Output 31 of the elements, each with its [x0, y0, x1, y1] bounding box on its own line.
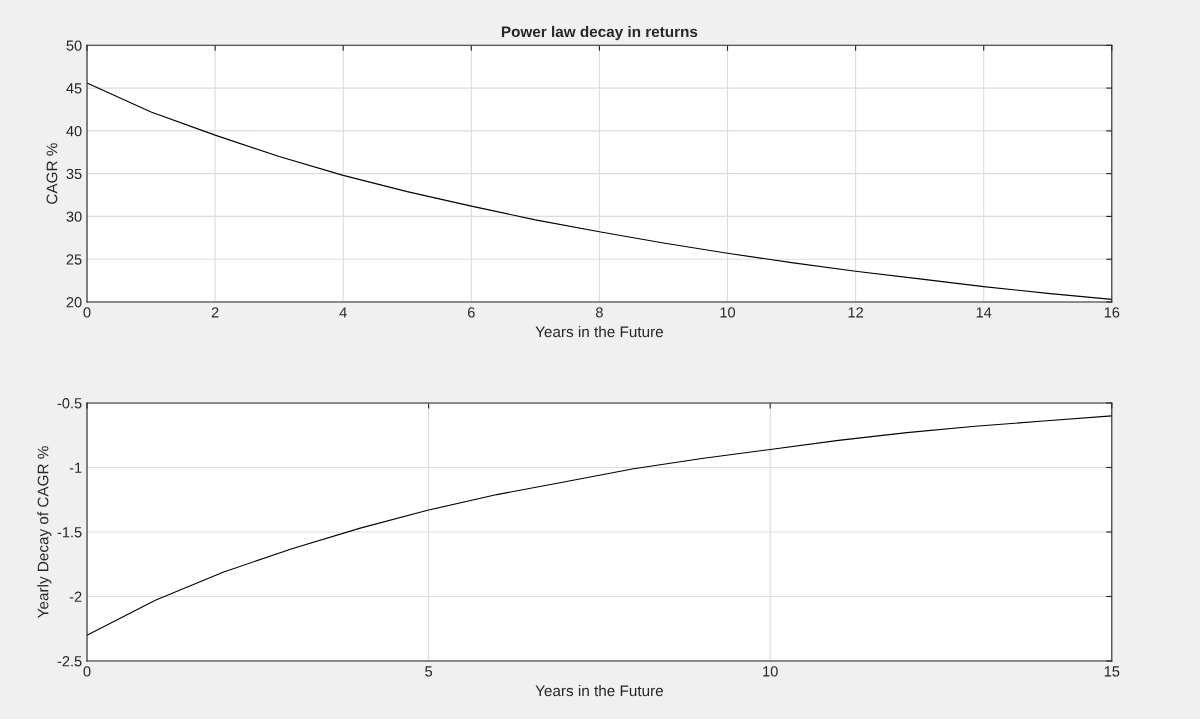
y-tick-label: 40 — [66, 125, 82, 137]
x-tick-label: 14 — [976, 307, 992, 318]
y-tick-label: 45 — [66, 83, 82, 94]
y-axis-title: Yearly Decay of CAGR % — [37, 446, 52, 618]
x-tick-label: 0 — [83, 307, 91, 318]
chart-title: Power law decay in returns — [501, 25, 698, 41]
y-tick-label: -2.5 — [57, 656, 82, 667]
x-tick-label: 10 — [720, 307, 736, 318]
x-tick-label: 8 — [595, 307, 603, 318]
y-tick-label: -1.5 — [57, 527, 82, 538]
y-tick-label: 25 — [66, 254, 82, 265]
x-tick-label: 6 — [467, 307, 475, 318]
x-tick-label: 2 — [211, 307, 219, 318]
x-tick-label: 5 — [425, 666, 433, 677]
y-tick-label: 20 — [66, 297, 82, 308]
x-tick-label: 10 — [763, 666, 778, 677]
x-axis-title: Years in the Future — [535, 325, 663, 338]
y-tick-label: 35 — [66, 168, 82, 180]
line-series — [87, 415, 1112, 636]
y-tick-label: -1 — [69, 462, 82, 473]
x-tick-label: 16 — [1104, 307, 1120, 318]
x-tick-label: 15 — [1104, 666, 1120, 677]
x-tick-label: 12 — [848, 307, 863, 318]
x-tick-label: 0 — [83, 666, 91, 677]
y-tick-label: -0.5 — [57, 398, 82, 409]
x-tick-label: 4 — [339, 307, 347, 318]
y-tick-label: -2 — [69, 591, 82, 602]
x-axis-title: Years in the Future — [535, 684, 663, 697]
y-tick-label: 50 — [66, 40, 82, 51]
y-axis-title: CAGR % — [46, 143, 58, 204]
y-tick-label: 30 — [66, 211, 82, 222]
